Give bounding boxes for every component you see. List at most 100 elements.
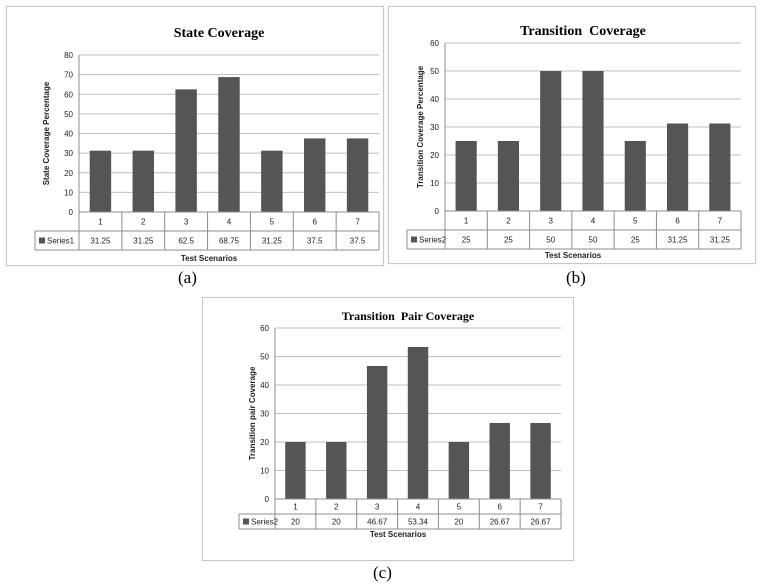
x-tick-label: 2 — [141, 218, 146, 227]
data-label: 37.5 — [307, 237, 323, 246]
bar-7 — [530, 422, 551, 499]
caption-a: (a) — [178, 268, 197, 287]
data-label: 25 — [504, 236, 513, 245]
bar-6 — [667, 123, 689, 211]
y-tick-label: 50 — [430, 67, 439, 76]
chart-title: Transition Pair Coverage — [342, 309, 475, 323]
data-label: 26.67 — [490, 518, 511, 527]
data-label: 31.25 — [710, 236, 731, 245]
data-label: 20 — [332, 518, 341, 527]
y-tick-label: 80 — [64, 51, 73, 60]
bar-4 — [582, 71, 604, 211]
y-tick-label: 0 — [265, 495, 270, 504]
y-tick-label: 50 — [64, 110, 73, 119]
data-label: 68.75 — [219, 237, 240, 246]
legend-swatch — [243, 518, 249, 525]
chart-svg-b: Transition Coverage 0 10 20 30 40 50 60 1 2 3 4 5 6 7 2… — [406, 24, 742, 260]
legend-swatch — [411, 236, 417, 243]
x-tick-label: 2 — [506, 217, 511, 226]
y-tick-label: 60 — [430, 39, 439, 48]
legend-swatch — [39, 237, 45, 244]
bar-3 — [175, 89, 197, 212]
y-tick-label: 60 — [64, 90, 73, 99]
x-tick-label: 7 — [718, 217, 723, 226]
data-label: 62.5 — [178, 237, 194, 246]
y-tick-label: 40 — [260, 381, 269, 390]
x-tick-label: 5 — [457, 503, 462, 512]
x-tick-label: 3 — [184, 218, 189, 227]
data-label: 20 — [454, 518, 463, 527]
x-axis-label: Test Scenarios — [181, 254, 238, 263]
x-tick-label: 6 — [497, 503, 502, 512]
chart-title: Transition Coverage — [520, 24, 646, 39]
y-tick-label: 10 — [430, 179, 439, 188]
bar-1 — [455, 141, 477, 211]
data-label: 53.34 — [408, 518, 429, 527]
chart-panel-c: Transition Pair Coverage 0 10 20 30 40 50 60 1 2 3… — [202, 297, 574, 561]
chart-svg-a: State Coverage 0 10 20 30 40 50 60 70 80 1 2 3 4 5 6 7 31… — [34, 26, 380, 263]
y-tick-label: 30 — [260, 410, 269, 419]
bar-5 — [624, 141, 646, 211]
y-tick-label: 10 — [64, 188, 73, 197]
x-axis-label: Test Scenarios — [370, 530, 427, 539]
legend-label: Series2 — [251, 518, 279, 527]
x-tick-label: 3 — [375, 503, 380, 512]
x-tick-label: 4 — [591, 217, 596, 226]
x-tick-label: 2 — [334, 503, 339, 512]
data-label: 46.67 — [367, 518, 388, 527]
chart-svg-c: Transition Pair Coverage 0 10 20 30 40 50 60 1 2 3… — [238, 309, 562, 539]
y-tick-label: 0 — [435, 207, 440, 216]
bar-6 — [304, 138, 326, 212]
x-tick-label: 7 — [355, 218, 360, 227]
data-label: 37.5 — [350, 237, 366, 246]
x-tick-label: 6 — [312, 218, 317, 227]
legend-label: Series1 — [47, 237, 75, 246]
y-axis-label: Transition Coverage Percentage — [416, 65, 425, 188]
bar-4 — [407, 346, 429, 499]
y-tick-label: 40 — [64, 130, 73, 139]
y-tick-label: 50 — [260, 353, 269, 362]
bar-3 — [540, 71, 562, 211]
x-tick-label: 3 — [548, 217, 553, 226]
x-tick-label: 4 — [227, 218, 232, 227]
bar-7 — [346, 138, 369, 212]
caption-c: (c) — [373, 563, 392, 582]
data-label: 31.25 — [133, 237, 154, 246]
data-label: 25 — [462, 236, 471, 245]
data-label: 31.25 — [90, 237, 111, 246]
bar-2 — [326, 442, 347, 499]
y-tick-label: 40 — [430, 95, 439, 104]
legend-label: Series2 — [419, 236, 447, 245]
data-label: 31.25 — [668, 236, 689, 245]
data-label: 31.25 — [262, 237, 283, 246]
data-label: 50 — [546, 236, 555, 245]
bar-5 — [261, 150, 283, 212]
y-tick-label: 20 — [430, 151, 439, 160]
caption-b: (b) — [566, 268, 586, 287]
x-tick-label: 5 — [270, 218, 275, 227]
chart-title: State Coverage — [174, 26, 265, 41]
data-label: 50 — [589, 236, 598, 245]
x-tick-label: 7 — [538, 503, 543, 512]
x-tick-label: 6 — [675, 217, 680, 226]
data-label: 20 — [291, 518, 300, 527]
bar-3 — [366, 365, 388, 499]
bar-1 — [89, 150, 112, 212]
bar-5 — [448, 442, 470, 499]
y-tick-label: 20 — [64, 169, 73, 178]
data-label: 26.67 — [531, 518, 552, 527]
y-tick-label: 10 — [260, 467, 269, 476]
x-tick-label: 1 — [464, 217, 469, 226]
x-tick-label: 4 — [416, 503, 421, 512]
chart-panel-b: Transition Coverage 0 10 20 30 40 50 60 1 2 3 4 5 6 7 2… — [388, 6, 756, 264]
x-tick-label: 1 — [293, 503, 298, 512]
x-axis-label: Test Scenarios — [545, 251, 602, 260]
data-label: 25 — [631, 236, 640, 245]
y-tick-label: 20 — [260, 438, 269, 447]
bar-6 — [489, 422, 510, 499]
y-tick-label: 30 — [64, 149, 73, 158]
bar-1 — [285, 442, 306, 499]
bar-7 — [709, 123, 731, 211]
bar-2 — [132, 150, 154, 212]
x-tick-label: 1 — [98, 218, 103, 227]
